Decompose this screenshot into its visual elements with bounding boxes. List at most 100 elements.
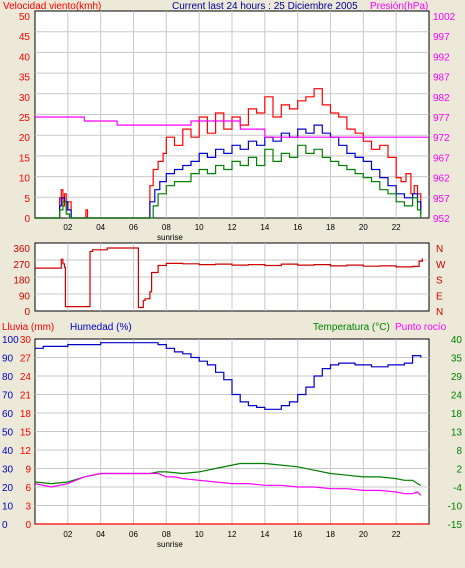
y-tick-label-temp: 2 xyxy=(456,465,462,476)
y-tick-label-left: 0 xyxy=(24,307,30,318)
series-punto-roc-o xyxy=(34,472,422,496)
y-tick-label-right: 992 xyxy=(433,52,450,63)
series-min xyxy=(35,144,422,219)
sunrise-label-bottom: sunrise xyxy=(157,540,183,549)
climate-chart: 0 10 20 30 40 50 60 70 80 90 100 0 3 6 9 12 15 18 21 24 27 30… xyxy=(2,335,462,539)
y-tick-label-humidity: 100 xyxy=(2,335,19,346)
y-tick-label-humidity: 80 xyxy=(2,372,14,383)
y-tick-label-right: 997 xyxy=(433,32,450,43)
series-pressure xyxy=(35,116,429,138)
x-tick-label: 08 xyxy=(162,223,171,232)
y-tick-label-left: 90 xyxy=(19,291,31,302)
y-tick-label-left: 270 xyxy=(13,260,30,271)
x-tick-label: 06 xyxy=(129,530,138,539)
y-tick-label-humidity: 40 xyxy=(2,446,14,457)
y-tick-label-left: 50 xyxy=(19,12,31,23)
y-tick-label-right: 982 xyxy=(433,93,450,104)
x-tick-label: 10 xyxy=(195,530,204,539)
y-tick-label-humidity: 20 xyxy=(2,483,14,494)
x-tick-label: 20 xyxy=(359,530,368,539)
sunrise-label-top: sunrise xyxy=(157,233,183,242)
pressure-label: Presión(hPa) xyxy=(370,1,428,12)
y-tick-label-right: 952 xyxy=(433,214,450,225)
y-tick-label-humidity: 10 xyxy=(2,502,14,513)
temperature-label: Temperatura (°C) xyxy=(313,322,390,333)
y-tick-label-rain: 21 xyxy=(20,391,32,402)
series-average xyxy=(35,124,422,219)
y-tick-label-rain: 30 xyxy=(20,335,32,346)
y-tick-label-right: S xyxy=(436,276,443,287)
y-tick-label-right: N xyxy=(436,307,443,318)
y-tick-label-left: 10 xyxy=(19,174,31,185)
y-tick-label-temp: -15 xyxy=(448,520,463,531)
y-tick-label-right: N xyxy=(436,244,443,255)
y-tick-label-humidity: 0 xyxy=(2,520,8,531)
y-tick-label-humidity: 70 xyxy=(2,391,14,402)
y-tick-label-right: 1002 xyxy=(433,12,456,23)
y-tick-label-humidity: 30 xyxy=(2,465,14,476)
x-tick-label: 18 xyxy=(326,530,335,539)
y-tick-label-temp: -4 xyxy=(453,483,462,494)
y-tick-label-left: 15 xyxy=(19,153,31,164)
x-tick-label: 10 xyxy=(195,223,204,232)
y-tick-label-temp: 35 xyxy=(451,354,463,365)
y-tick-label-temp: 13 xyxy=(451,428,463,439)
x-tick-label: 06 xyxy=(129,223,138,232)
y-tick-label-rain: 9 xyxy=(25,465,31,476)
x-tick-label: 22 xyxy=(392,530,401,539)
x-tick-label: 18 xyxy=(326,223,335,232)
series-humedad---- xyxy=(35,342,422,410)
y-tick-label-left: 25 xyxy=(19,113,31,124)
y-tick-label-left: 180 xyxy=(13,276,30,287)
dewpoint-label: Punto rocío xyxy=(395,322,447,333)
y-tick-label-temp: 18 xyxy=(451,409,463,420)
x-tick-label: 16 xyxy=(293,530,302,539)
wind-speed-chart: 0 5 10 15 20 25 30 35 40 45 50 952 957 962 967 972 977 98… xyxy=(19,11,456,232)
y-tick-label-rain: 24 xyxy=(20,372,32,383)
y-tick-label-rain: 12 xyxy=(20,446,32,457)
x-tick-label: 04 xyxy=(96,223,105,232)
y-tick-label-left: 35 xyxy=(19,73,31,84)
humidity-label: Humedad (%) xyxy=(70,322,132,333)
x-tick-label: 02 xyxy=(63,530,72,539)
x-tick-label: 14 xyxy=(260,223,269,232)
rain-label: Lluvia (mm) xyxy=(2,322,54,333)
y-tick-label-temp: 40 xyxy=(451,335,463,346)
y-tick-label-left: 360 xyxy=(13,244,30,255)
y-tick-label-right: 977 xyxy=(433,113,450,124)
y-tick-label-temp: -10 xyxy=(448,502,463,513)
wind-speed-label: Velocidad viento(kmh) xyxy=(3,1,101,12)
y-tick-label-rain: 3 xyxy=(25,502,31,513)
x-tick-label: 08 xyxy=(162,530,171,539)
x-tick-label: 02 xyxy=(63,223,72,232)
y-tick-label-left: 20 xyxy=(19,133,31,144)
x-tick-label: 20 xyxy=(359,223,368,232)
y-tick-label-right: 957 xyxy=(433,194,450,205)
y-tick-label-left: 30 xyxy=(19,93,31,104)
y-tick-label-humidity: 50 xyxy=(2,428,14,439)
y-tick-label-left: 5 xyxy=(24,194,30,205)
y-tick-label-right: 962 xyxy=(433,174,450,185)
x-tick-label: 16 xyxy=(293,223,302,232)
y-tick-label-rain: 18 xyxy=(20,409,32,420)
y-tick-label-rain: 15 xyxy=(20,428,32,439)
x-tick-label: 12 xyxy=(228,223,237,232)
y-tick-label-humidity: 60 xyxy=(2,409,14,420)
y-tick-label-right: 967 xyxy=(433,153,450,164)
x-tick-label: 04 xyxy=(96,530,105,539)
y-tick-label-rain: 0 xyxy=(25,520,31,531)
chart-title: Current last 24 hours : 25 Diciembre 200… xyxy=(172,1,358,12)
y-tick-label-temp: 8 xyxy=(456,446,462,457)
y-tick-label-right: W xyxy=(436,260,446,271)
y-tick-label-temp: 29 xyxy=(451,372,463,383)
y-tick-label-rain: 6 xyxy=(25,483,31,494)
x-tick-label: 22 xyxy=(392,223,401,232)
y-tick-label-rain: 27 xyxy=(20,354,32,365)
y-tick-label-right: E xyxy=(436,291,443,302)
x-tick-label: 14 xyxy=(260,530,269,539)
series-wind_direction xyxy=(35,247,423,309)
y-tick-label-left: 45 xyxy=(19,32,31,43)
y-tick-label-right: 972 xyxy=(433,133,450,144)
